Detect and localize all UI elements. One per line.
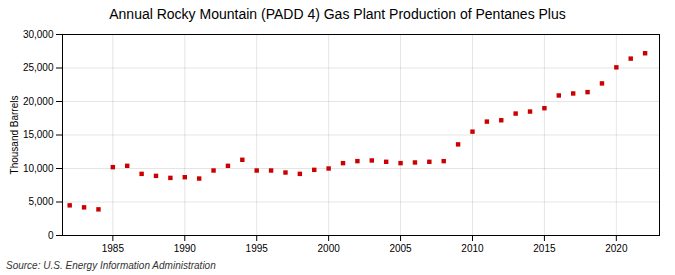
html-text:Source: U.S. Energy Informatio: Source: U.S. Energy Information Administ… — [6, 260, 216, 271]
svg-text:15,000: 15,000 — [23, 129, 54, 140]
svg-text:0: 0 — [48, 230, 54, 241]
svg-text:10,000: 10,000 — [23, 163, 54, 174]
svg-text:2005: 2005 — [389, 243, 412, 254]
svg-text:1995: 1995 — [246, 243, 269, 254]
svg-text:2010: 2010 — [461, 243, 484, 254]
svg-text:25,000: 25,000 — [23, 62, 54, 73]
svg-text:2000: 2000 — [318, 243, 341, 254]
svg-text:1990: 1990 — [174, 243, 197, 254]
svg-text:2020: 2020 — [605, 243, 628, 254]
svg-text:2015: 2015 — [533, 243, 556, 254]
svg-text:5,000: 5,000 — [28, 196, 53, 207]
svg-text:30,000: 30,000 — [23, 29, 54, 40]
svg-text:1985: 1985 — [102, 243, 125, 254]
svg-text:Thousand Barrels: Thousand Barrels — [9, 96, 20, 175]
svg-text:20,000: 20,000 — [23, 96, 54, 107]
html-text:Annual Rocky Mountain (PADD 4): Annual Rocky Mountain (PADD 4) Gas Plant… — [109, 6, 566, 22]
